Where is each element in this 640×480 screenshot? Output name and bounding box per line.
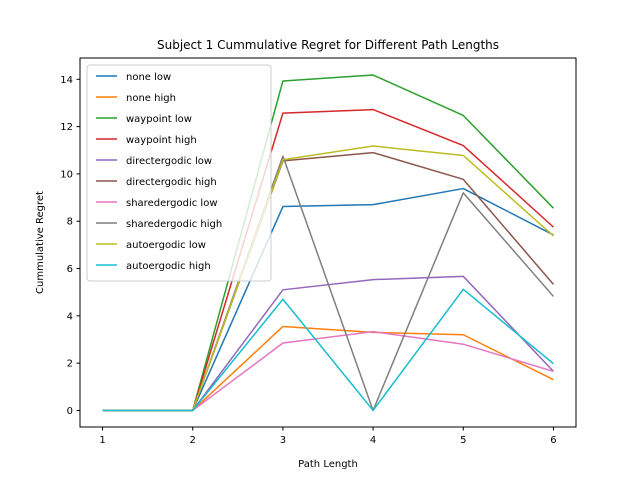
x-tick-label: 2: [190, 435, 196, 446]
x-axis-label: Path Length: [298, 459, 358, 470]
y-tick-label: 10: [60, 169, 73, 180]
x-tick-label: 3: [280, 435, 286, 446]
x-tick-label: 5: [460, 435, 466, 446]
y-tick-label: 0: [67, 406, 73, 417]
legend-label: sharedergodic low: [126, 198, 218, 209]
plot-frame: [79, 57, 577, 428]
legend-label: autoergodic low: [126, 240, 206, 251]
legend-label: none high: [126, 93, 176, 104]
y-tick-label: 4: [67, 311, 73, 322]
legend-box: [86, 64, 272, 282]
series-layer: [102, 74, 555, 412]
chart-title: Subject 1 Cummulative Regret for Differe…: [157, 38, 499, 52]
legend-label: waypoint low: [126, 114, 192, 125]
legend-label: directergodic low: [126, 156, 212, 167]
legend-label: directergodic high: [126, 177, 217, 188]
y-tick-label: 2: [67, 359, 73, 370]
x-axis: 1 2 3 4 5 6: [99, 427, 557, 446]
legend-label: none low: [126, 72, 171, 83]
legend-label: autoergodic high: [126, 261, 211, 272]
y-axis: 0 2 4 6 8 10 12 14: [60, 75, 80, 417]
y-tick-label: 12: [60, 122, 73, 133]
y-tick-label: 8: [67, 217, 73, 228]
legend: none low none high waypoint low waypoint hi…: [86, 64, 272, 282]
legend-label: waypoint high: [126, 135, 197, 146]
x-tick-label: 1: [99, 435, 105, 446]
y-axis-label: Cummulative Regret: [35, 191, 46, 294]
y-tick-label: 14: [60, 75, 73, 86]
legend-label: sharedergodic high: [126, 219, 222, 230]
x-tick-label: 6: [550, 435, 556, 446]
x-tick-label: 4: [370, 435, 376, 446]
series-line-autoergodic-high: [102, 288, 554, 412]
y-tick-label: 6: [67, 264, 73, 275]
